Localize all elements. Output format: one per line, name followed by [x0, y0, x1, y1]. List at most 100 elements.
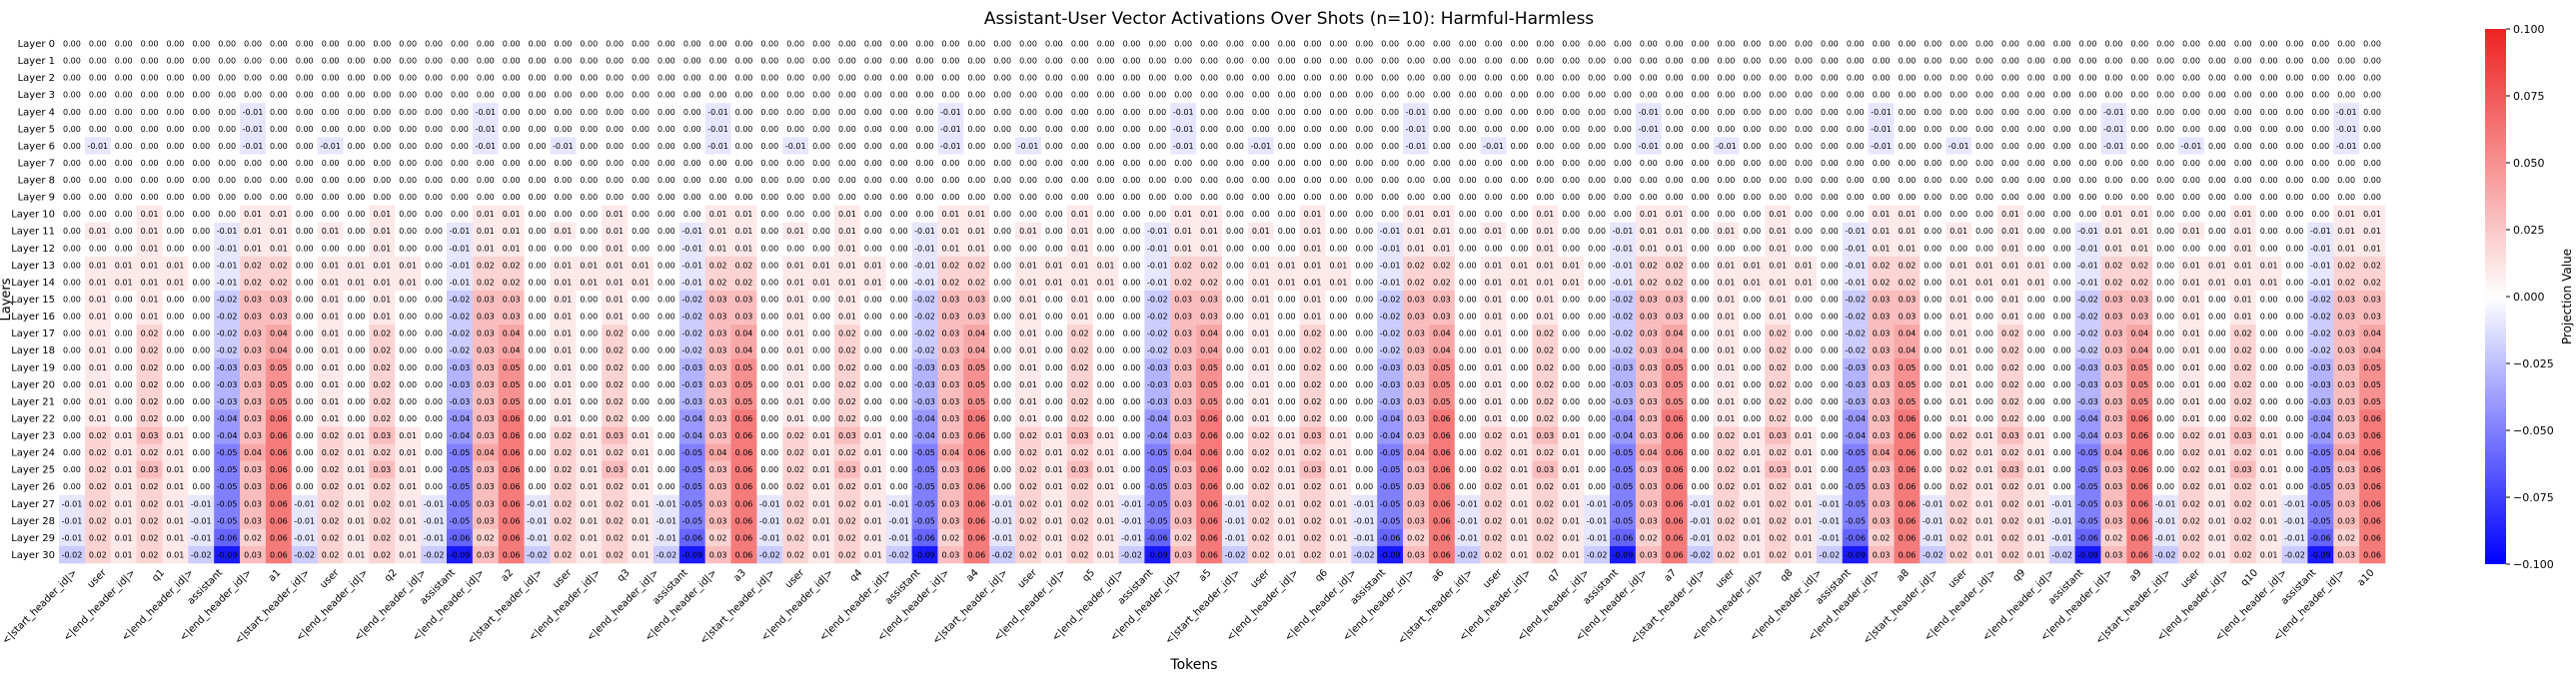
cell-value-label: 0.00: [1562, 57, 1580, 66]
cell-value-label: 0.00: [115, 244, 133, 253]
cell-value-label: 0.00: [2156, 193, 2174, 202]
cell-value-label: 0.00: [2001, 108, 2019, 117]
cell-value-label: 0.00: [1252, 159, 1270, 168]
cell-value-label: 0.00: [812, 330, 830, 339]
cell-value-label: 0.03: [709, 296, 727, 305]
cell-value-label: -0.01: [914, 278, 935, 287]
cell-value-label: 0.00: [1148, 176, 1166, 185]
cell-value-label: 0.00: [141, 91, 159, 100]
cell-value-label: -0.04: [1380, 414, 1401, 423]
cell-value-label: 0.00: [580, 40, 598, 49]
cell-value-label: 0.00: [1433, 176, 1451, 185]
cell-value-label: 0.00: [2363, 40, 2381, 49]
cell-value-label: 0.00: [2079, 125, 2097, 134]
heatmap-cell: [1196, 35, 1223, 53]
cell-value-label: 0.00: [218, 108, 236, 117]
cell-value-label: 0.00: [529, 176, 547, 185]
cell-value-label: 0.00: [2053, 482, 2071, 491]
cell-value-label: 0.00: [1795, 227, 1813, 236]
cell-value-label: -0.01: [914, 227, 935, 236]
cell-value-label: -0.04: [450, 431, 471, 440]
cell-value-label: 0.00: [1588, 193, 1606, 202]
cell-value-label: 0.00: [1692, 397, 1710, 406]
cell-value-label: 0.00: [580, 142, 598, 151]
cell-value-label: 0.03: [1200, 313, 1218, 322]
cell-value-label: 0.01: [1717, 227, 1735, 236]
cell-value-label: 0.01: [864, 261, 882, 270]
cell-value-label: -0.05: [1380, 465, 1401, 474]
cell-value-label: 0.00: [683, 57, 701, 66]
cell-value-label: 0.00: [1252, 210, 1270, 219]
heatmap-cell: [1066, 69, 1093, 87]
cell-value-label: 0.03: [2337, 346, 2355, 355]
cell-value-label: 0.00: [812, 397, 830, 406]
cell-value-label: 0.03: [503, 313, 521, 322]
cell-value-label: 0.04: [1873, 448, 1891, 457]
cell-value-label: 0.00: [1148, 40, 1166, 49]
cell-value-label: 0.01: [1304, 313, 1322, 322]
cell-value-label: 0.01: [2363, 210, 2381, 219]
cell-value-label: 0.00: [2027, 313, 2045, 322]
cell-value-label: -0.05: [914, 499, 935, 508]
cell-value-label: 0.00: [1407, 57, 1425, 66]
cell-value-label: 0.00: [916, 193, 934, 202]
heatmap-cell: [1299, 35, 1326, 53]
cell-value-label: 0.00: [2156, 159, 2174, 168]
cell-value-label: 0.00: [1717, 244, 1735, 253]
heatmap-cell: [136, 35, 163, 53]
cell-value-label: 0.00: [1821, 448, 1839, 457]
cell-value-label: 0.00: [1588, 125, 1606, 134]
cell-value-label: 0.00: [1278, 91, 1296, 100]
cell-value-label: 0.00: [580, 159, 598, 168]
cell-value-label: 0.00: [890, 482, 908, 491]
cell-value-label: 0.06: [735, 431, 753, 440]
cell-value-label: 0.01: [1329, 448, 1347, 457]
cell-value-label: 0.00: [1588, 296, 1606, 305]
cell-value-label: 0.00: [1355, 330, 1373, 339]
heatmap-cell: [1661, 35, 1688, 53]
cell-value-label: 0.00: [529, 142, 547, 151]
cell-value-label: 0.00: [1924, 330, 1941, 339]
cell-value-label: 0.03: [477, 414, 495, 423]
cell-value-label: 0.01: [1949, 363, 1967, 372]
cell-value-label: 0.00: [580, 227, 598, 236]
cell-value-label: 0.00: [192, 482, 210, 491]
cell-value-label: 0.00: [399, 108, 417, 117]
cell-value-label: 0.00: [2260, 210, 2278, 219]
cell-value-label: 0.00: [580, 397, 598, 406]
cell-value-label: 0.03: [941, 346, 959, 355]
cell-value-label: 0.01: [322, 227, 340, 236]
cell-value-label: 0.00: [864, 57, 882, 66]
cell-value-label: 0.01: [580, 465, 598, 474]
cell-value-label: 0.00: [1588, 397, 1606, 406]
cell-value-label: 0.02: [2234, 346, 2252, 355]
cell-value-label: 0.01: [89, 346, 107, 355]
cell-value-label: 0.00: [1278, 159, 1296, 168]
cell-value-label: 0.01: [554, 397, 572, 406]
heatmap-cell: [317, 69, 344, 87]
heatmap-cell: [1997, 69, 2024, 87]
cell-value-label: 0.00: [735, 125, 753, 134]
cell-value-label: 0.06: [2130, 448, 2148, 457]
cell-value-label: 0.00: [425, 108, 443, 117]
cell-value-label: 0.03: [1640, 296, 1658, 305]
cell-value-label: -0.03: [217, 380, 238, 389]
cell-value-label: 0.00: [141, 108, 159, 117]
cell-value-label: 0.00: [2182, 193, 2200, 202]
heatmap-cell: [265, 52, 293, 70]
cell-value-label: 0.00: [1459, 74, 1477, 83]
cell-value-label: 0.00: [812, 91, 830, 100]
cell-value-label: 0.01: [1278, 499, 1296, 508]
cell-value-label: 0.00: [2053, 261, 2071, 270]
cell-value-label: 0.00: [192, 108, 210, 117]
cell-value-label: 0.01: [141, 278, 159, 287]
cell-value-label: 0.00: [2182, 91, 2200, 100]
cell-value-label: 0.00: [2234, 91, 2252, 100]
heatmap-cell: [136, 69, 163, 87]
cell-value-label: 0.00: [2208, 40, 2226, 49]
cell-value-label: 0.00: [1459, 380, 1477, 389]
cell-value-label: 0.01: [322, 414, 340, 423]
cell-value-label: 0.03: [1071, 465, 1089, 474]
cell-value-label: 0.00: [399, 74, 417, 83]
cell-value-label: 0.00: [2156, 465, 2174, 474]
